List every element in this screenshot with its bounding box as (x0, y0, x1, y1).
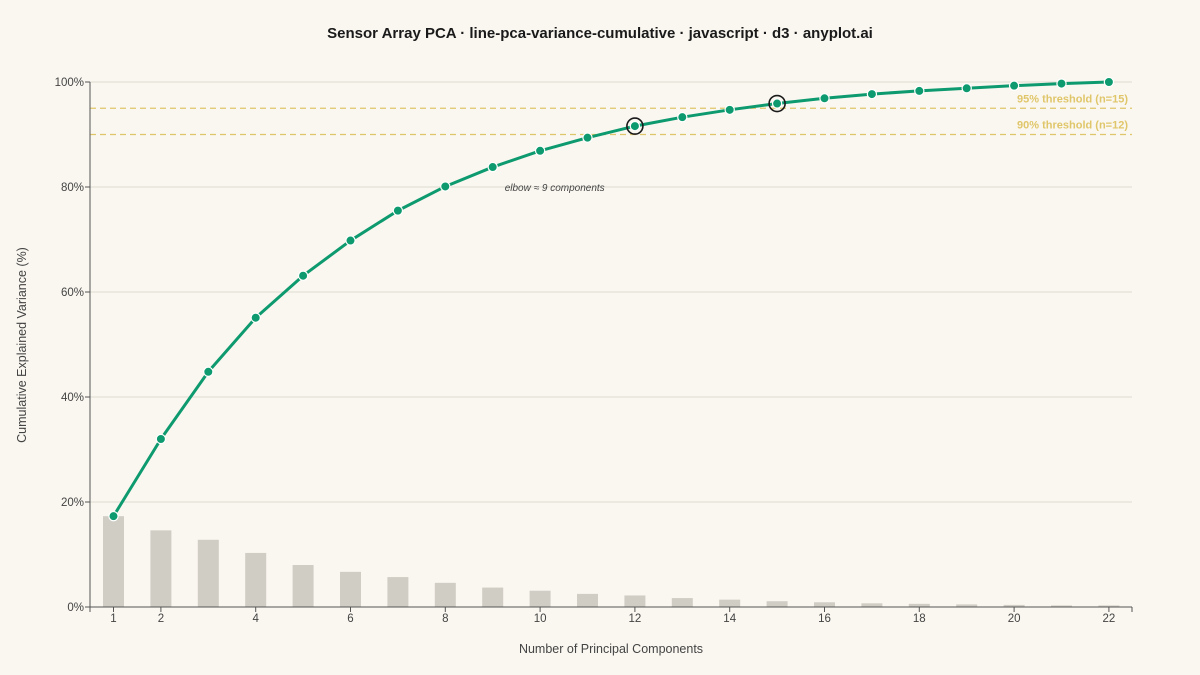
cumulative-line-series (112, 80, 1109, 517)
variance-bar (482, 587, 504, 607)
variance-bar (908, 603, 930, 607)
x-tick-label: 4 (252, 613, 259, 625)
x-tick-label: 1 (110, 613, 116, 625)
x-tick-label: 8 (442, 613, 448, 625)
data-point (866, 88, 878, 100)
x-tick-label: 2 (158, 613, 164, 625)
threshold-lines: 95% threshold (n=15) 90% threshold (n=12) (90, 93, 1132, 136)
data-point (819, 93, 830, 104)
variance-bar (1098, 605, 1120, 607)
data-point (724, 104, 735, 116)
variance-bar (671, 598, 693, 607)
elbow-annotation: elbow ≈ 9 components (505, 183, 605, 194)
variance-bar (624, 595, 646, 607)
variance-bar (719, 599, 741, 607)
data-point (1103, 76, 1115, 88)
data-point (345, 235, 356, 246)
variance-bar (340, 571, 361, 607)
grid-lines (90, 81, 1132, 503)
data-point (629, 120, 641, 132)
data-point (582, 132, 593, 143)
variance-bar (150, 530, 172, 607)
threshold-highlight-markers (626, 94, 786, 135)
variance-bar (766, 601, 788, 607)
axes (89, 82, 1132, 608)
variance-bar (814, 602, 835, 607)
x-axis-ticks: 1 2 4 6 8 10 12 14 16 18 20 22 (89, 607, 1133, 625)
data-point (914, 85, 925, 97)
y-tick-label: 20% (61, 497, 84, 509)
data-point (1056, 78, 1067, 89)
y-tick-label: 0% (67, 602, 84, 614)
x-axis-label: Number of Principal Components (519, 642, 703, 656)
y-tick-label: 60% (61, 287, 84, 299)
variance-bar (577, 593, 598, 607)
threshold-label: 90% threshold (n=12) (1017, 120, 1128, 132)
data-point (771, 98, 783, 109)
variance-bar (1051, 605, 1072, 607)
data-point (203, 366, 214, 377)
data-point (250, 312, 261, 323)
variance-bar (956, 604, 978, 607)
data-point (108, 510, 119, 522)
cumulative-line (112, 80, 1109, 517)
variance-bar (387, 577, 409, 607)
data-point (677, 111, 688, 123)
variance-bar (292, 565, 314, 607)
data-point (487, 161, 498, 173)
data-point (155, 433, 167, 445)
data-point (392, 205, 404, 216)
cumulative-points (108, 76, 1115, 522)
x-tick-label: 18 (913, 613, 926, 625)
x-tick-label: 14 (723, 613, 736, 625)
variance-bar (197, 539, 219, 607)
chart-title: Sensor Array PCA · line-pca-variance-cum… (327, 25, 873, 42)
threshold-label: 95% threshold (n=15) (1017, 93, 1128, 105)
variance-bar (529, 590, 551, 607)
x-tick-label: 10 (534, 613, 547, 625)
x-tick-label: 20 (1008, 613, 1021, 625)
y-tick-label: 80% (61, 182, 84, 194)
data-point (297, 270, 309, 281)
x-tick-label: 16 (818, 613, 831, 625)
x-tick-label: 22 (1103, 613, 1116, 625)
y-axis-label: Cumulative Explained Variance (%) (15, 247, 29, 443)
variance-bars (103, 516, 1120, 607)
variance-bar (103, 516, 124, 607)
threshold-point-highlight (768, 94, 786, 113)
data-point (440, 181, 451, 192)
x-tick-label: 12 (629, 613, 642, 625)
threshold-point-highlight (626, 117, 644, 135)
variance-bar (1003, 604, 1025, 607)
data-point (1008, 80, 1020, 91)
variance-bar (434, 582, 456, 607)
variance-bar (861, 603, 883, 607)
x-tick-label: 6 (347, 613, 353, 625)
y-tick-label: 40% (61, 392, 84, 404)
data-point (961, 83, 972, 94)
y-axis-ticks: 0% 20% 40% 60% 80% 100% (55, 77, 90, 614)
y-tick-label: 100% (55, 77, 84, 89)
data-point (534, 145, 546, 156)
variance-bar (245, 552, 267, 607)
